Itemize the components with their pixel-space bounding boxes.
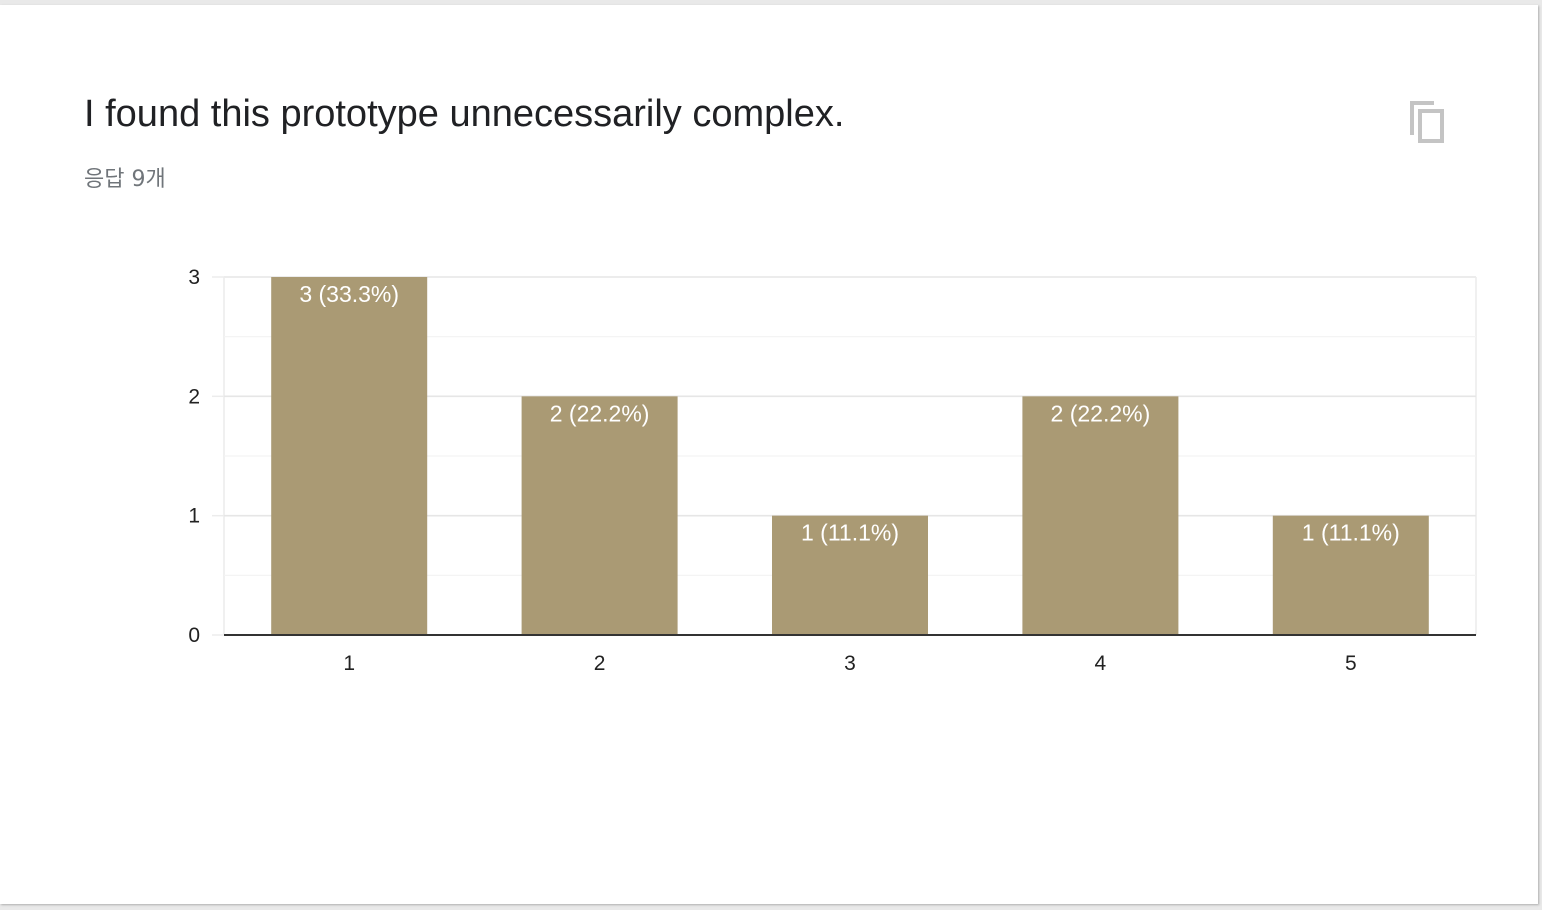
response-count: 응답 9개 — [84, 167, 166, 192]
x-tick-label: 5 — [1345, 652, 1357, 675]
bar-4 — [1022, 396, 1179, 635]
x-tick-label: 2 — [594, 652, 606, 675]
bar-data-label: 2 (22.2%) — [1051, 400, 1151, 426]
copy-icon — [1410, 101, 1444, 143]
bar-data-label: 2 (22.2%) — [550, 400, 650, 426]
bar-3 — [772, 515, 928, 635]
x-tick-label: 4 — [1095, 652, 1107, 675]
question-title: I found this prototype unnecessarily com… — [84, 93, 845, 135]
bar-chart: 0 1 2 3 3 (33.3%) 1 2 (22.2%) 2 1 (11.1%) 3 2 (22.… — [150, 245, 1510, 705]
x-tick-label: 1 — [343, 652, 355, 675]
y-tick-label: 1 — [188, 505, 200, 528]
copy-chart-button[interactable] — [1404, 97, 1450, 145]
bar-chart-svg: 0 1 2 3 3 (33.3%) 1 2 (22.2%) 2 1 (11.1%) 3 2 (22.… — [188, 266, 1477, 675]
bar-1 — [271, 277, 428, 635]
y-tick-label: 0 — [188, 624, 200, 647]
bar-data-label: 1 (11.1%) — [1302, 520, 1400, 546]
question-summary-card: I found this prototype unnecessarily com… — [0, 5, 1538, 904]
y-tick-label: 2 — [188, 385, 200, 408]
x-tick-label: 3 — [844, 652, 856, 675]
bar-data-label: 3 (33.3%) — [299, 281, 399, 307]
y-tick-label: 3 — [188, 266, 200, 289]
bar-2 — [521, 396, 678, 635]
bar-5 — [1272, 515, 1429, 635]
bar-data-label: 1 (11.1%) — [801, 520, 899, 546]
